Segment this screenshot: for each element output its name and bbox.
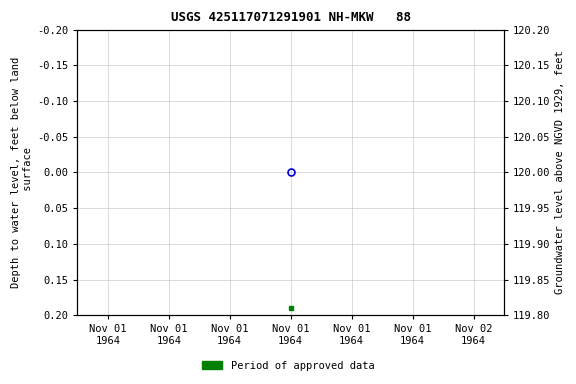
Title: USGS 425117071291901 NH-MKW   88: USGS 425117071291901 NH-MKW 88 xyxy=(170,11,411,24)
Y-axis label: Depth to water level, feet below land
 surface: Depth to water level, feet below land su… xyxy=(12,57,33,288)
Legend: Period of approved data: Period of approved data xyxy=(198,357,378,375)
Y-axis label: Groundwater level above NGVD 1929, feet: Groundwater level above NGVD 1929, feet xyxy=(555,51,564,294)
